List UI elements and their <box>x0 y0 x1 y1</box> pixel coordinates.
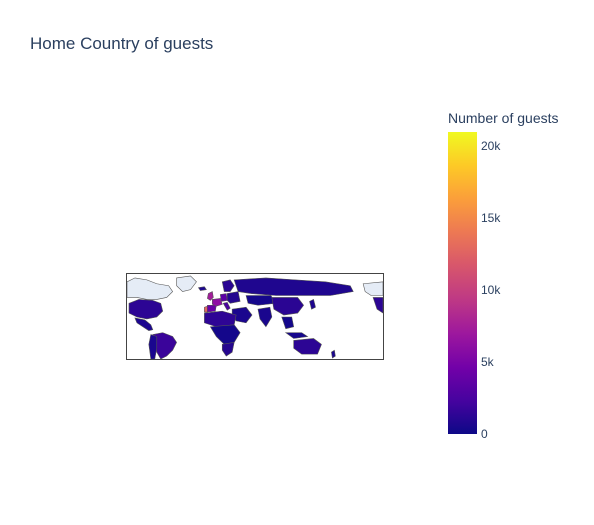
colorbar-tick-label: 15k <box>481 211 501 226</box>
country-scandinavia[interactable] <box>221 279 235 292</box>
country-north-africa[interactable] <box>204 310 237 328</box>
chart-title: Home Country of guests <box>30 34 214 53</box>
country-france[interactable] <box>212 298 223 307</box>
country-canada[interactable] <box>127 277 174 300</box>
country-usa[interactable] <box>128 299 164 320</box>
country-australia[interactable] <box>293 338 322 355</box>
country-uk[interactable] <box>207 291 214 301</box>
country-argentina[interactable] <box>148 334 158 359</box>
colorbar <box>448 132 477 434</box>
colorbar-title: Number of guests <box>448 110 559 126</box>
country-usa-west[interactable] <box>372 297 383 314</box>
country-iceland[interactable] <box>197 286 207 291</box>
country-italy[interactable] <box>222 301 231 311</box>
country-india[interactable] <box>257 306 273 328</box>
country-central-africa[interactable] <box>209 324 241 345</box>
country-greenland[interactable] <box>176 275 197 292</box>
country-portugal[interactable] <box>204 305 208 313</box>
country-kazakhstan[interactable] <box>245 295 277 306</box>
choropleth-map[interactable] <box>126 273 384 360</box>
country-southeast-asia[interactable] <box>281 316 295 330</box>
country-indonesia[interactable] <box>284 332 309 339</box>
country-alaska[interactable] <box>362 281 383 296</box>
country-eastern-europe[interactable] <box>226 291 241 304</box>
country-new-zealand[interactable] <box>331 349 336 359</box>
country-mexico[interactable] <box>134 317 154 331</box>
country-japan[interactable] <box>309 298 316 310</box>
country-germany[interactable] <box>219 293 228 302</box>
colorbar-tick-label: 0 <box>481 427 488 441</box>
country-south-africa[interactable] <box>221 342 235 357</box>
colorbar-tick-label: 10k <box>481 283 501 298</box>
world-map-svg <box>127 275 383 359</box>
country-spain[interactable] <box>207 304 217 313</box>
colorbar-tick-label: 20k <box>481 139 501 154</box>
colorbar-tick-label: 5k <box>481 355 494 370</box>
country-russia[interactable] <box>233 277 354 296</box>
country-china[interactable] <box>271 297 304 316</box>
